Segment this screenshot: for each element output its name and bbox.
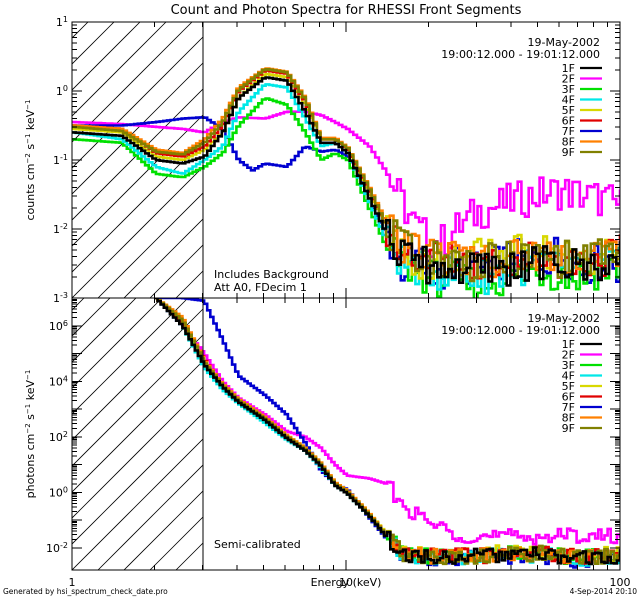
y-tick-label: 1-2 <box>53 222 68 237</box>
y-tick-exponent: -1 <box>60 153 68 162</box>
photons-time-range: 19:00:12.000 - 19:01:12.000 <box>441 324 600 337</box>
legend-label: 7F <box>562 401 575 414</box>
y-tick-exponent: 6 <box>63 318 68 327</box>
y-tick-label: 10-2 <box>46 540 68 555</box>
y-tick-exponent: 2 <box>63 429 68 438</box>
photons-ylabel-exp2: −1 <box>24 404 32 414</box>
hatch-line <box>72 22 193 143</box>
footer-generator: Generated by hsi_spectrum_check_date.pro <box>3 587 168 596</box>
photons-ylabel-tail: keV <box>24 380 37 404</box>
counts-y-axis-label: counts cm−2 s−1 keV−1 <box>24 99 37 220</box>
hatch-line <box>72 298 85 311</box>
y-tick-exponent: 0 <box>63 84 68 93</box>
legend-label: 9F <box>562 146 575 159</box>
legend-label: 5F <box>562 380 575 393</box>
x-tick-label: 10 <box>339 576 353 589</box>
photons-hatched-region <box>72 298 620 570</box>
counts-date: 19-May-2002 <box>528 36 600 49</box>
legend-label: 7F <box>562 125 575 138</box>
counts-ylabel-main: counts cm <box>24 163 37 220</box>
legend-label: 6F <box>562 115 575 128</box>
series-1f <box>154 298 620 566</box>
chart-title: Count and Photon Spectra for RHESSI Fron… <box>171 3 522 18</box>
series-2f <box>72 110 620 258</box>
series-1f <box>72 76 620 287</box>
y-tick-exponent: -3 <box>60 291 68 300</box>
y-tick-exponent: 1 <box>63 15 68 24</box>
x-axis-label: Energy (keV) <box>311 576 382 589</box>
x-axis-ticks: 1 10 100 <box>69 576 631 589</box>
counts-ylabel-exp2: −1 <box>24 134 32 144</box>
legend-label: 3F <box>562 83 575 96</box>
legend-label: 1F <box>562 338 575 351</box>
x-tick-label: 100 <box>610 576 631 589</box>
photons-series-group <box>154 298 620 569</box>
hatch-line <box>72 298 163 389</box>
y-tick-label: 100 <box>49 485 68 500</box>
hatch-line <box>72 22 245 195</box>
counts-note-attenuator: Att A0, FDecim 1 <box>214 281 307 294</box>
hatch-line <box>72 298 137 363</box>
hatch-line <box>72 298 215 441</box>
photons-y-axis-label: photons cm−2 s−1 keV−1 <box>24 370 37 499</box>
y-tick-exponent: -2 <box>60 540 68 549</box>
photons-panel: 106 104 102 100 10-2 19-May-2002 19:00:12.00… <box>24 297 621 571</box>
legend-label: 4F <box>562 94 575 107</box>
hatch-line <box>72 22 167 117</box>
legend-label: 6F <box>562 391 575 404</box>
hatch-line <box>72 22 141 91</box>
legend-label: 2F <box>562 73 575 86</box>
hatch-mask <box>203 298 620 570</box>
y-tick-exponent: -2 <box>60 222 68 231</box>
legend-label: 1F <box>562 62 575 75</box>
y-tick-label: 104 <box>49 374 68 389</box>
photons-ylabel-main: photons cm <box>24 434 37 499</box>
legend-label: 9F <box>562 422 575 435</box>
legend-label: 8F <box>562 412 575 425</box>
y-tick-label: 1-3 <box>53 291 68 306</box>
photons-plot-frame <box>71 297 621 571</box>
y-tick-label: 10 <box>56 84 68 99</box>
legend-label: 8F <box>562 136 575 149</box>
counts-ylabel-exp1: −2 <box>24 153 32 163</box>
photons-ylabel-exp1: −2 <box>24 423 32 433</box>
counts-ylabel-mid: s <box>24 144 37 153</box>
y-tick-label: 106 <box>49 318 68 333</box>
legend-label: 5F <box>562 104 575 117</box>
counts-note-background: Includes Background <box>214 268 329 281</box>
counts-ylabel-tail: keV <box>24 109 37 133</box>
hatch-line <box>72 298 189 415</box>
y-tick-label: 102 <box>49 429 68 444</box>
legend-label: 3F <box>562 359 575 372</box>
legend-label: 4F <box>562 370 575 383</box>
y-tick-label: 1-1 <box>53 153 68 168</box>
photons-ylabel-exp3: −1 <box>24 370 32 380</box>
photons-ylabel-mid: s <box>24 414 37 423</box>
counts-ylabel-exp3: −1 <box>24 99 32 109</box>
y-tick-exponent: 0 <box>63 485 68 494</box>
photons-date: 19-May-2002 <box>528 312 600 325</box>
x-tick-label: 1 <box>69 576 76 589</box>
counts-series-group <box>72 67 620 298</box>
photons-note-calibration: Semi-calibrated <box>214 538 301 551</box>
footer-timestamp: 4-Sep-2014 20:10 <box>570 587 638 596</box>
y-tick-exponent: 4 <box>63 374 68 383</box>
legend-label: 2F <box>562 349 575 362</box>
counts-time-range: 19:00:12.000 - 19:01:12.000 <box>441 48 600 61</box>
y-tick-label: 11 <box>56 15 68 30</box>
